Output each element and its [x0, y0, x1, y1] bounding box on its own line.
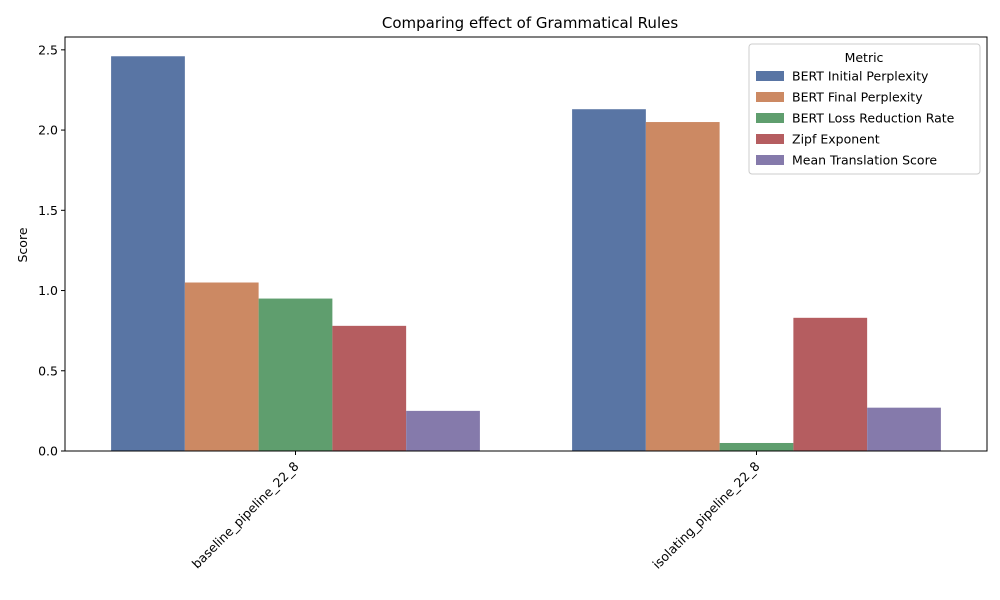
bar-1-1 — [111, 56, 185, 451]
legend-swatch-4 — [756, 134, 784, 144]
plot-frame — [64, 36, 988, 452]
bar-3-1 — [258, 298, 333, 451]
bars-group — [111, 56, 941, 452]
y-tick-label: 0.0 — [38, 444, 58, 459]
legend-label-2: BERT Final Perplexity — [792, 90, 923, 105]
y-tick-label: 2.5 — [38, 42, 58, 57]
x-tick-label: isolating_pipeline_22_8 — [649, 458, 762, 571]
bar-3-2 — [719, 442, 794, 451]
legend-label-1: BERT Initial Perplexity — [792, 69, 929, 84]
bar-4-1 — [332, 325, 407, 451]
y-axis-label: Score — [15, 227, 30, 262]
y-tick-label: 1.0 — [38, 283, 58, 298]
legend-label-3: BERT Loss Reduction Rate — [792, 111, 955, 126]
bar-5-2 — [867, 407, 941, 451]
bar-4-2 — [793, 317, 868, 451]
legend-swatch-2 — [756, 92, 784, 102]
legend-label-5: Mean Translation Score — [792, 153, 937, 168]
legend-items: BERT Initial Perplexity BERT Final Perple… — [756, 69, 955, 168]
legend-swatch-5 — [756, 155, 784, 165]
chart-title: Comparing effect of Grammatical Rules — [382, 14, 678, 32]
y-tick-label: 0.5 — [38, 363, 58, 378]
legend: Metric BERT Initial Perplexity BERT Final… — [748, 43, 981, 175]
legend-label-4: Zipf Exponent — [792, 132, 880, 147]
bar-5-1 — [406, 410, 480, 451]
legend-box — [748, 43, 981, 175]
bar-1-2 — [572, 109, 646, 452]
legend-title: Metric — [845, 50, 884, 65]
legend-swatch-3 — [756, 113, 784, 123]
bar-2-2 — [645, 122, 720, 452]
x-axis-ticks: baseline_pipeline_22_8 isolating_pipeline… — [189, 451, 763, 572]
y-tick-label: 1.5 — [38, 203, 58, 218]
bar-2-1 — [184, 282, 259, 451]
x-tick-label: baseline_pipeline_22_8 — [189, 458, 302, 571]
y-tick-label: 2.0 — [38, 123, 58, 138]
y-axis-ticks: 0.0 0.5 1.0 1.5 2.0 2.5 — [38, 42, 65, 459]
legend-swatch-1 — [756, 71, 784, 81]
